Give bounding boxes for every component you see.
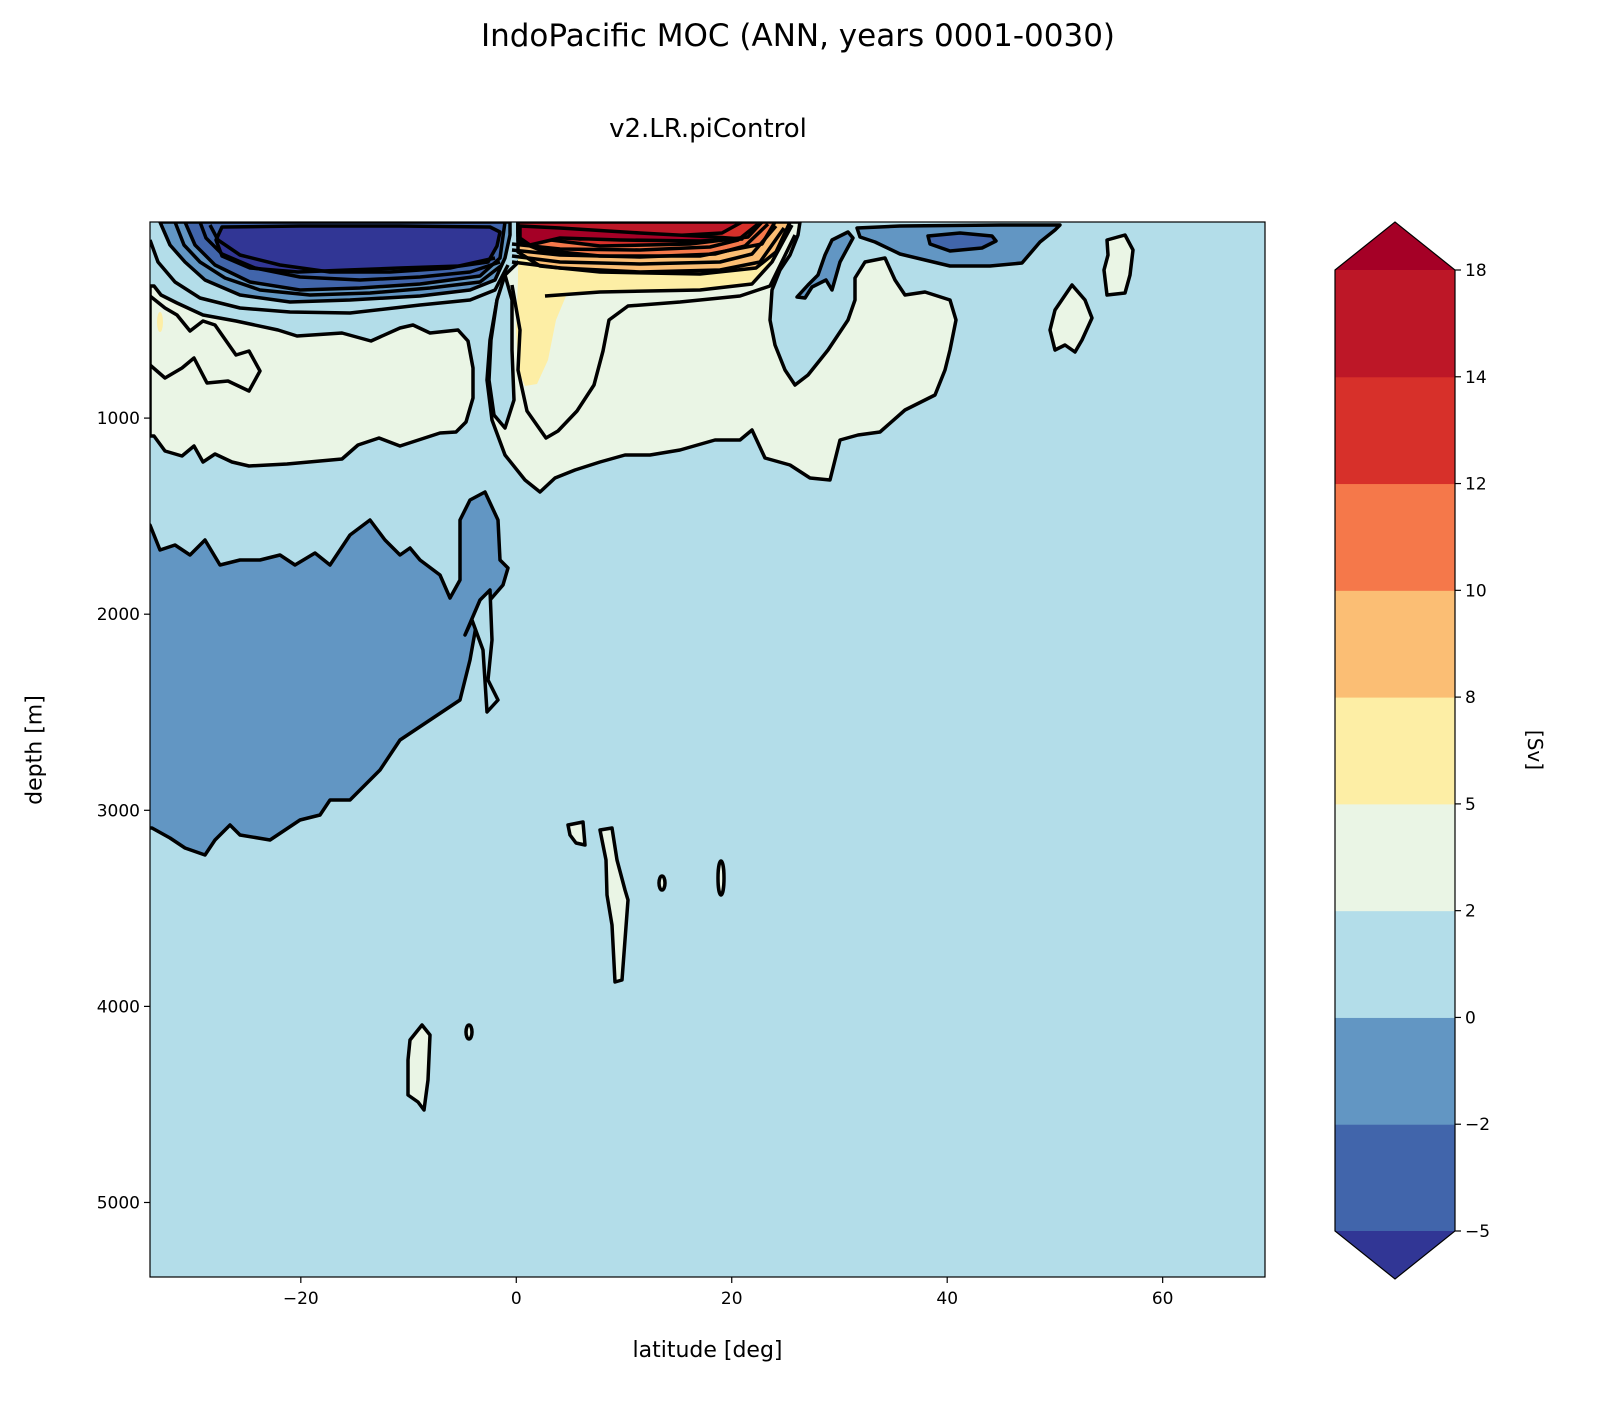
fill-band-minus2-to-0 xyxy=(795,230,855,300)
contour-line xyxy=(208,224,496,274)
colorbar-tick-label: 8 xyxy=(1465,688,1476,708)
colorbar-band xyxy=(1335,910,1455,1018)
y-tick-label: 5000 xyxy=(97,1193,140,1213)
fill-band-2-to-5 xyxy=(1048,283,1094,354)
colorbar-extend-under xyxy=(1335,1231,1455,1279)
colorbar-band xyxy=(1335,270,1455,378)
x-tick-label: −20 xyxy=(283,1289,319,1309)
contour-line xyxy=(511,226,786,274)
colorbar-tick-label: 10 xyxy=(1465,581,1487,601)
chart-title: IndoPacific MOC (ANN, years 0001-0030) xyxy=(480,18,1116,54)
fill-band-minus2-to-0 xyxy=(150,490,510,857)
colorbar-tick-label: 0 xyxy=(1465,1008,1476,1028)
small-contour xyxy=(716,859,726,897)
fill-band-2-to-5 xyxy=(406,1023,432,1112)
fill-band-2-to-5 xyxy=(598,826,630,984)
colorbar-band xyxy=(1335,697,1455,805)
colorbar-tick-label: 12 xyxy=(1465,475,1487,495)
contour-fills xyxy=(150,222,1135,1112)
colorbar-extend-over xyxy=(1335,222,1455,270)
colorbar-band xyxy=(1335,483,1455,591)
colorbar-band xyxy=(1335,803,1455,912)
colorbar-tick-label: −5 xyxy=(1465,1222,1490,1242)
fill-band-2-to-5 xyxy=(150,284,475,468)
colorbar-tick-label: 18 xyxy=(1465,261,1487,281)
colorbar-band xyxy=(1335,1017,1455,1125)
y-tick-label: 3000 xyxy=(97,801,140,821)
y-tick-label: 4000 xyxy=(97,997,140,1017)
contour-line xyxy=(198,222,501,282)
colorbar-band xyxy=(1335,1124,1455,1232)
colorbar-tick-label: 14 xyxy=(1465,368,1487,388)
fill-over-18 xyxy=(518,224,744,247)
x-tick-label: 20 xyxy=(721,1289,743,1309)
x-axis: −20 0 20 40 60 xyxy=(283,1277,1174,1309)
fill-band-minus5-to-minus2 xyxy=(926,231,998,253)
x-tick-label: 60 xyxy=(1152,1289,1174,1309)
plot-area xyxy=(150,222,1265,1277)
colorbar-band xyxy=(1335,590,1455,698)
contour-line xyxy=(150,294,262,393)
y-tick-label: 1000 xyxy=(97,409,140,429)
fill-band-0-to-2 xyxy=(487,273,516,430)
y-tick-label: 2000 xyxy=(97,605,140,625)
contour-line xyxy=(510,234,797,440)
contour-line xyxy=(544,224,794,298)
contour-lines xyxy=(150,222,797,440)
contour-line xyxy=(511,224,778,266)
colorbar-tick-label: 5 xyxy=(1465,795,1476,815)
contour-line xyxy=(511,222,760,252)
fill-band-0-to-2 xyxy=(463,588,500,714)
contour-line xyxy=(511,222,770,259)
contour-line xyxy=(150,239,510,315)
small-contour xyxy=(657,874,667,892)
x-tick-label: 0 xyxy=(511,1289,522,1309)
x-tick-label: 40 xyxy=(936,1289,958,1309)
colorbar: −5 −2 0 2 5 8 10 12 14 18 xyxy=(1334,221,1490,1280)
x-axis-label: latitude [deg] xyxy=(632,1338,783,1363)
chart-subtitle: v2.LR.piControl xyxy=(609,114,807,144)
plot-frame xyxy=(149,221,1266,1278)
contour-line xyxy=(173,222,504,297)
colorbar-tick-label: 2 xyxy=(1465,902,1476,922)
fill-band-2-to-5 xyxy=(566,820,587,847)
fill-band-2-to-5 xyxy=(1102,233,1135,297)
colorbar-band xyxy=(1335,376,1455,485)
small-contour xyxy=(464,1023,474,1041)
colorbar-tick-label: −2 xyxy=(1465,1115,1490,1135)
y-axis: 1000 2000 3000 4000 5000 xyxy=(97,409,150,1213)
fill-band-5-to-8 xyxy=(157,312,163,332)
